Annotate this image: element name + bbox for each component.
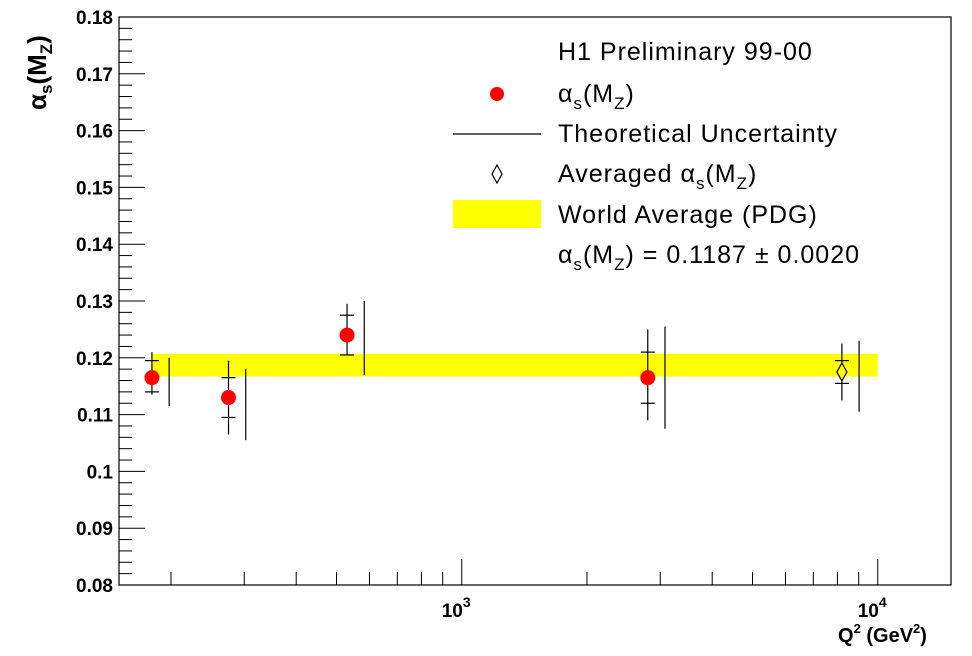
x-axis-ticks <box>170 559 879 585</box>
legend-marker-circle <box>490 87 504 101</box>
y-tick-label: 0.12 <box>76 349 113 370</box>
legend-entry-averaged-sub1: s <box>696 174 706 193</box>
y-tick-label: 0.16 <box>76 122 113 143</box>
x-tick-label-exponent: 4 <box>879 594 887 610</box>
x-tick-label: 104 <box>858 594 887 622</box>
y-axis-title-sub1: s <box>37 85 56 94</box>
legend-entry-averaged-tail: ) <box>748 160 757 188</box>
x-tick-label-base: 10 <box>858 601 879 622</box>
legend-entry-alpha-s-sub2: Z <box>614 94 625 113</box>
data-point-marker <box>339 327 355 343</box>
x-axis-title-base: Q <box>838 625 854 647</box>
y-tick-label: 0.08 <box>76 576 113 597</box>
legend-wa-sub1: s <box>573 255 583 274</box>
legend-entry-alpha-s-base: α <box>558 80 573 108</box>
legend-entry-alpha-s: αs(MZ) <box>558 80 635 113</box>
legend-wa-base: α <box>558 241 573 269</box>
x-tick-label: 103 <box>442 594 471 622</box>
legend-header: H1 Preliminary 99-00 <box>558 38 813 66</box>
y-tick-label: 0.09 <box>76 519 113 540</box>
data-point-marker <box>640 370 656 386</box>
y-tick-label: 0.15 <box>76 178 113 199</box>
y-tick-label: 0.18 <box>76 8 113 29</box>
y-axis-title: αs(MZ) <box>22 35 56 110</box>
x-tick-label-exponent: 3 <box>463 594 471 610</box>
legend-entry-alpha-s-mid: (M <box>583 80 614 108</box>
y-axis-tick-labels: 0.08 0.09 0.1 0.11 0.12 0.13 0.14 0.15 0.16 0.17 0… <box>76 8 113 597</box>
legend-world-average-value: αs(MZ) = 0.1187 ± 0.0020 <box>558 241 860 274</box>
x-axis-title-unit-open: (GeV <box>861 625 914 647</box>
y-axis-title-base: α <box>22 94 52 110</box>
legend-entry-averaged: Averaged αs(MZ) <box>558 160 757 193</box>
y-axis-title-close: ) <box>22 35 52 44</box>
x-axis-title-unit-close: ) <box>920 625 927 647</box>
y-tick-label: 0.14 <box>76 235 113 256</box>
x-axis-tick-labels: 103 104 <box>442 594 887 622</box>
y-tick-label: 0.11 <box>77 406 113 427</box>
averaged-diamond-marker <box>836 361 848 383</box>
x-axis-title: Q2 (GeV2) <box>838 621 927 647</box>
y-tick-label: 0.13 <box>76 292 113 313</box>
y-tick-label: 0.1 <box>87 462 114 483</box>
legend-marker-diamond <box>491 163 503 185</box>
x-tick-label-base: 10 <box>442 601 463 622</box>
y-axis-ticks <box>119 16 145 586</box>
y-axis-title-mid: (M <box>22 54 52 84</box>
data-point-marker <box>221 390 237 406</box>
legend-entry-world-average: World Average (PDG) <box>558 201 818 229</box>
legend: H1 Preliminary 99-00 αs(MZ) Theoretical … <box>453 38 860 274</box>
legend-wa-sub2: Z <box>614 255 625 274</box>
y-tick-label: 0.17 <box>76 65 113 86</box>
x-axis-title-sup2: 2 <box>913 621 920 636</box>
world-average-band <box>151 353 878 377</box>
legend-entry-averaged-mid: (M <box>705 160 736 188</box>
x-axis-title-sup1: 2 <box>854 621 861 636</box>
legend-entry-theory: Theoretical Uncertainty <box>558 120 838 148</box>
data-point-marker <box>144 370 160 386</box>
legend-entry-alpha-s-tail: ) <box>626 80 635 108</box>
legend-entry-averaged-sub2: Z <box>737 174 748 193</box>
legend-entry-averaged-base: Averaged α <box>558 160 696 188</box>
legend-wa-mid: (M <box>583 241 614 269</box>
y-axis-title-sub2: Z <box>37 44 56 54</box>
legend-wa-tail: ) = 0.1187 ± 0.0020 <box>626 241 861 269</box>
legend-marker-band <box>453 200 541 228</box>
data-points <box>144 301 860 441</box>
legend-entry-alpha-s-sub1: s <box>573 94 583 113</box>
